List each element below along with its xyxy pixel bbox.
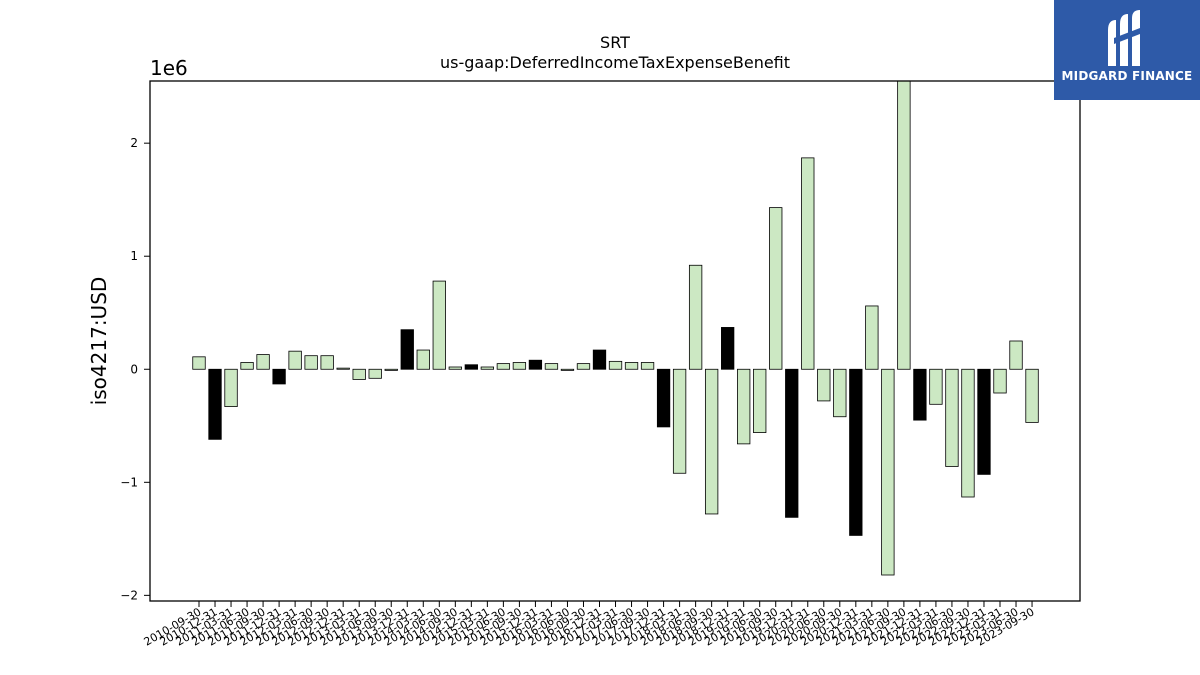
bar bbox=[544, 363, 559, 370]
bar bbox=[929, 368, 943, 405]
y-axis-label: iso4217:USD bbox=[87, 277, 111, 406]
bar bbox=[1009, 340, 1023, 370]
bar bbox=[753, 368, 767, 433]
y-tick-label: −1 bbox=[120, 475, 138, 489]
chart-subtitle: us-gaap:DeferredIncomeTaxExpenseBenefit bbox=[440, 53, 790, 72]
midgard-m-logo-icon bbox=[1108, 10, 1140, 66]
bar bbox=[432, 280, 446, 370]
bar bbox=[817, 368, 831, 402]
bar bbox=[913, 368, 927, 421]
bar bbox=[849, 368, 863, 536]
bar bbox=[400, 329, 414, 370]
bar bbox=[977, 368, 991, 475]
bar bbox=[865, 305, 879, 370]
bar bbox=[881, 368, 895, 576]
bar bbox=[688, 264, 703, 370]
bar bbox=[448, 366, 462, 370]
bar bbox=[608, 360, 623, 370]
bar bbox=[304, 355, 318, 370]
bar bbox=[256, 354, 270, 370]
bar bbox=[897, 80, 911, 370]
y-tick-label: 0 bbox=[130, 362, 138, 376]
bar bbox=[785, 368, 799, 518]
bar bbox=[833, 368, 847, 418]
bar bbox=[416, 349, 430, 370]
chart-title: SRT bbox=[600, 33, 630, 52]
bar bbox=[528, 359, 543, 370]
bar bbox=[1025, 368, 1039, 423]
brand-logo: MIDGARD FINANCE bbox=[1054, 0, 1200, 100]
bar bbox=[288, 350, 302, 370]
bar bbox=[672, 368, 687, 474]
bar bbox=[704, 368, 719, 515]
bar bbox=[208, 368, 222, 440]
y-tick-label: 1 bbox=[130, 249, 138, 263]
bar bbox=[336, 367, 350, 370]
bar bbox=[945, 368, 959, 467]
brand-name: MIDGARD FINANCE bbox=[1061, 69, 1193, 83]
bar bbox=[464, 364, 478, 370]
plot-frame bbox=[149, 80, 1081, 602]
bar bbox=[224, 368, 238, 407]
bar bbox=[192, 356, 206, 370]
bar bbox=[352, 368, 366, 380]
bar bbox=[961, 368, 975, 498]
bar bbox=[480, 366, 495, 370]
bar bbox=[769, 207, 783, 370]
bar bbox=[272, 368, 286, 385]
bar bbox=[993, 368, 1007, 394]
bar bbox=[624, 362, 639, 370]
bar bbox=[368, 368, 382, 379]
y-axis-scale-label: 1e6 bbox=[150, 56, 188, 80]
bar bbox=[560, 368, 575, 371]
bar bbox=[656, 368, 671, 428]
bar bbox=[640, 362, 655, 370]
bar bbox=[384, 368, 398, 371]
bar bbox=[496, 363, 511, 370]
bar bbox=[512, 362, 527, 370]
y-tick-label: 2 bbox=[130, 136, 138, 150]
bar bbox=[576, 363, 591, 370]
bar bbox=[737, 368, 751, 445]
bar bbox=[240, 362, 254, 370]
bar bbox=[592, 349, 607, 370]
bar bbox=[801, 157, 815, 370]
bar bbox=[320, 355, 334, 370]
y-tick-label: −2 bbox=[120, 588, 138, 602]
bar bbox=[721, 327, 735, 370]
